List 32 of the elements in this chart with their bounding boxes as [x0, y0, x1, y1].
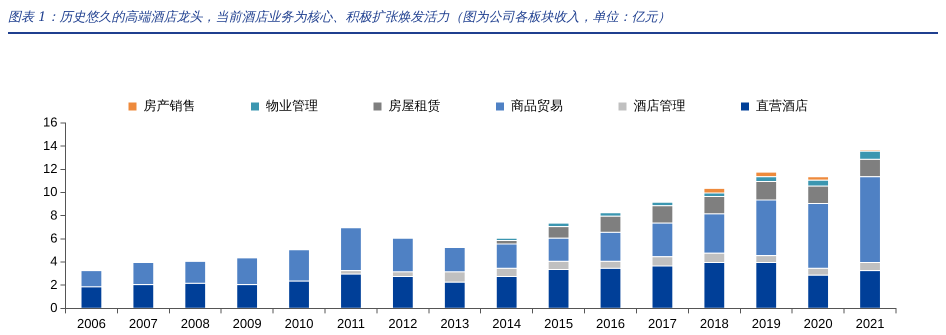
x-tick-label: 2020	[804, 316, 833, 331]
y-tick-label: 12	[42, 160, 58, 176]
legend-label: 物业管理	[266, 98, 318, 114]
x-tick-label: 2010	[284, 316, 314, 331]
x-tick-label: 2018	[700, 316, 729, 331]
legend-label: 直营酒店	[756, 98, 808, 114]
legend-label: 房屋租赁	[388, 98, 440, 114]
legend-label: 房产销售	[144, 98, 196, 114]
y-tick-label: 10	[42, 184, 58, 200]
y-tick-label: 16	[42, 114, 58, 130]
x-tick-label: 2014	[492, 316, 522, 331]
x-tick-label: 2011	[336, 316, 365, 331]
chart-title: 图表 1：历史悠久的高端酒店龙头，当前酒店业务为核心、积极扩张焕发活力（图为公司各板块收入，单位：亿元）	[8, 8, 938, 34]
legend-label: 酒店管理	[634, 98, 686, 114]
y-tick-label: 0	[50, 300, 58, 315]
y-tick-label: 2	[50, 276, 58, 292]
y-tick-label: 8	[50, 207, 58, 222]
x-tick-label: 2008	[180, 316, 210, 331]
x-tick-label: 2019	[752, 316, 781, 331]
x-tick-label: 2015	[544, 316, 574, 331]
x-tick-label: 2017	[648, 316, 677, 331]
y-tick-label: 14	[42, 138, 58, 153]
x-tick-label: 2016	[596, 316, 625, 331]
x-tick-label: 2009	[232, 316, 262, 331]
y-tick-label: 4	[50, 254, 58, 269]
y-tick-label: 6	[50, 230, 58, 246]
x-tick-label: 2012	[388, 316, 418, 331]
legend-label: 商品贸易	[511, 98, 563, 114]
x-tick-label: 2021	[856, 316, 885, 331]
x-tick-label: 2006	[76, 316, 106, 331]
x-tick-label: 2013	[440, 316, 470, 331]
x-tick-label: 2007	[128, 316, 158, 331]
